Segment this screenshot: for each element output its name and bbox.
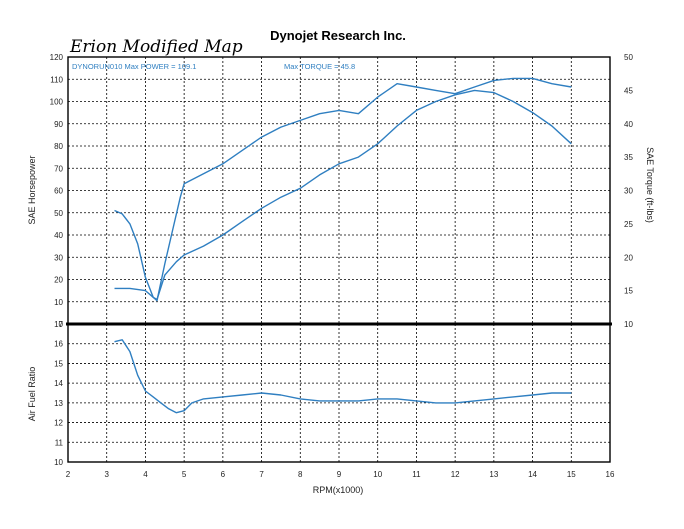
y-axis-label-horsepower: SAE Horsepower: [27, 155, 37, 224]
torque-series-line: [114, 77, 572, 302]
y-axis-label-air-fuel-ratio: Air Fuel Ratio: [27, 367, 37, 422]
y-left-tick-label: 120: [50, 53, 64, 62]
upper-grid: [68, 57, 610, 324]
y-left-tick-label: 80: [54, 142, 63, 151]
upper-right-tick-labels: 10 15 20 25 30 35 40 45 50: [624, 53, 633, 329]
x-tick-label: 15: [567, 470, 576, 479]
y-left-tick-label: 50: [54, 209, 63, 218]
y-right-tick-label: 50: [624, 53, 633, 62]
x-tick-label: 12: [451, 470, 460, 479]
x-tick-label: 6: [221, 470, 226, 479]
x-tick-label: 2: [66, 470, 71, 479]
y-afr-tick-label: 10: [54, 458, 63, 467]
y-afr-tick-label: 17: [54, 320, 63, 329]
x-tick-label: 10: [373, 470, 382, 479]
handwritten-title: Erion Modified Map: [69, 37, 243, 57]
y-right-tick-label: 15: [624, 287, 633, 296]
legend-power: DYNORUN010 Max POWER = 109.1: [72, 62, 196, 71]
y-right-tick-label: 30: [624, 187, 633, 196]
y-left-tick-label: 0: [59, 320, 64, 329]
x-tick-label: 14: [528, 470, 537, 479]
x-tick-label: 9: [337, 470, 342, 479]
x-tick-label: 16: [606, 470, 615, 479]
lower-left-tick-labels: 10 11 12 13 14 15 16 17: [54, 320, 63, 467]
air-fuel-ratio-series-line: [114, 339, 572, 414]
y-right-tick-label: 40: [624, 120, 633, 129]
y-left-tick-label: 110: [50, 75, 63, 84]
x-axis-label-rpm: RPM(x1000): [313, 485, 364, 495]
y-axis-label-torque: SAE Torque (ft-lbs): [645, 147, 655, 223]
x-tick-label: 13: [489, 470, 498, 479]
y-afr-tick-label: 16: [54, 340, 63, 349]
y-left-tick-label: 90: [54, 120, 63, 129]
x-tick-label: 8: [298, 470, 303, 479]
y-afr-tick-label: 15: [54, 359, 63, 368]
y-right-tick-label: 45: [624, 86, 633, 95]
y-left-tick-label: 60: [54, 187, 63, 196]
x-tick-labels: 2 3 4 5 6 7 8 9 10 11 12 13 14 15 16: [66, 470, 615, 479]
x-tick-label: 11: [412, 470, 421, 479]
y-right-tick-label: 25: [624, 220, 633, 229]
y-left-tick-label: 20: [54, 276, 63, 285]
power-series-line: [114, 89, 572, 301]
y-left-tick-label: 70: [54, 164, 63, 173]
x-tick-label: 7: [259, 470, 264, 479]
lower-grid: [68, 324, 610, 462]
y-left-tick-label: 30: [54, 253, 63, 262]
y-afr-tick-label: 11: [55, 438, 64, 447]
y-left-tick-label: 10: [54, 298, 63, 307]
company-title: Dynojet Research Inc.: [270, 28, 406, 43]
x-tick-label: 3: [104, 470, 109, 479]
y-afr-tick-label: 12: [54, 419, 63, 428]
y-afr-tick-label: 13: [54, 399, 63, 408]
y-left-tick-label: 40: [54, 231, 63, 240]
y-left-tick-label: 100: [50, 98, 64, 107]
series-layer: [114, 77, 572, 414]
legend-torque: Max TORQUE = 45.8: [284, 62, 355, 71]
y-right-tick-label: 20: [624, 253, 633, 262]
y-right-tick-label: 10: [624, 320, 633, 329]
upper-left-tick-labels: 0 10 20 30 40 50 60 70 80 90 100 110 120: [50, 53, 64, 329]
y-right-tick-label: 35: [624, 153, 633, 162]
y-afr-tick-label: 14: [54, 379, 63, 388]
x-tick-label: 5: [182, 470, 187, 479]
x-tick-label: 4: [143, 470, 148, 479]
